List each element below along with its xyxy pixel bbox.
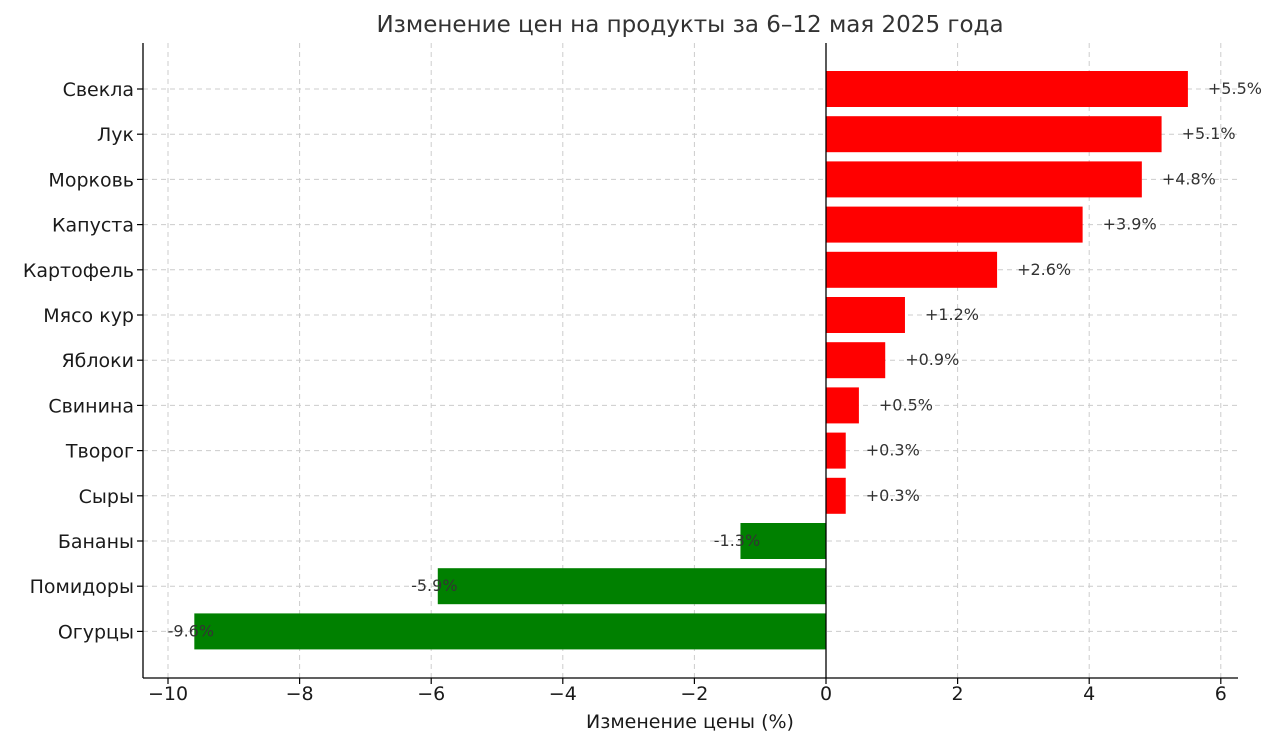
data-label: +0.9% <box>905 350 959 369</box>
data-label: -9.6% <box>168 621 214 640</box>
bar <box>194 613 826 650</box>
axes <box>142 43 1238 679</box>
bar <box>826 116 1162 153</box>
x-tick-label: 6 <box>1215 683 1227 705</box>
x-tick-label: −6 <box>417 683 445 705</box>
bars <box>194 71 1188 650</box>
x-tick-label: −10 <box>148 683 188 705</box>
data-label: +0.3% <box>866 486 920 505</box>
category-label: Свекла <box>63 79 134 101</box>
category-label: Мясо кур <box>43 305 134 327</box>
bar <box>740 523 826 559</box>
category-label: Огурцы <box>58 621 134 643</box>
bar <box>826 387 859 424</box>
bar <box>826 251 998 288</box>
category-label: Помидоры <box>30 576 134 598</box>
category-label: Морковь <box>48 169 134 191</box>
x-ticks: −10 −8 −6 −4 −2 0 2 4 6 <box>137 88 1227 705</box>
x-tick-label: 4 <box>1083 683 1095 705</box>
bar <box>437 568 826 605</box>
category-label: Творог <box>65 441 134 463</box>
data-label: +0.3% <box>866 441 920 460</box>
category-label: Лук <box>97 124 134 146</box>
category-label: Картофель <box>23 260 134 282</box>
x-tick-label: 2 <box>952 683 964 705</box>
data-label: +4.8% <box>1162 169 1216 188</box>
category-labels: Свекла Лук Морковь Капуста Картофель Мясо кур… <box>23 79 134 643</box>
data-label: +5.5% <box>1208 79 1262 98</box>
x-tick-label: −2 <box>680 683 708 705</box>
data-label: +2.6% <box>1017 260 1071 279</box>
category-label: Сыры <box>79 486 134 508</box>
data-label: -5.9% <box>411 576 457 595</box>
data-label: +5.1% <box>1182 124 1236 143</box>
chart-title: Изменение цен на продукты за 6–12 мая 20… <box>376 12 1003 38</box>
data-label: -1.3% <box>714 531 760 550</box>
bar <box>826 206 1083 243</box>
category-label: Капуста <box>52 215 134 237</box>
category-label: Бананы <box>58 531 134 553</box>
x-tick-label: −8 <box>286 683 314 705</box>
bar <box>826 71 1188 107</box>
bar <box>826 161 1142 198</box>
data-label: +3.9% <box>1103 215 1157 234</box>
data-labels: +5.5% +5.1% +4.8% +3.9% +2.6% +1.2% +0.9% +0.5%… <box>168 79 1262 640</box>
data-label: +1.2% <box>925 305 979 324</box>
x-tick-label: −4 <box>549 683 577 705</box>
category-label: Свинина <box>48 395 134 417</box>
bar <box>826 477 846 514</box>
bar <box>826 297 905 333</box>
x-axis-label: Изменение цены (%) <box>586 711 794 733</box>
x-tick-label: 0 <box>820 683 832 705</box>
bar <box>826 432 846 469</box>
category-label: Яблоки <box>61 350 134 372</box>
data-label: +0.5% <box>879 395 933 414</box>
bar <box>826 342 886 379</box>
